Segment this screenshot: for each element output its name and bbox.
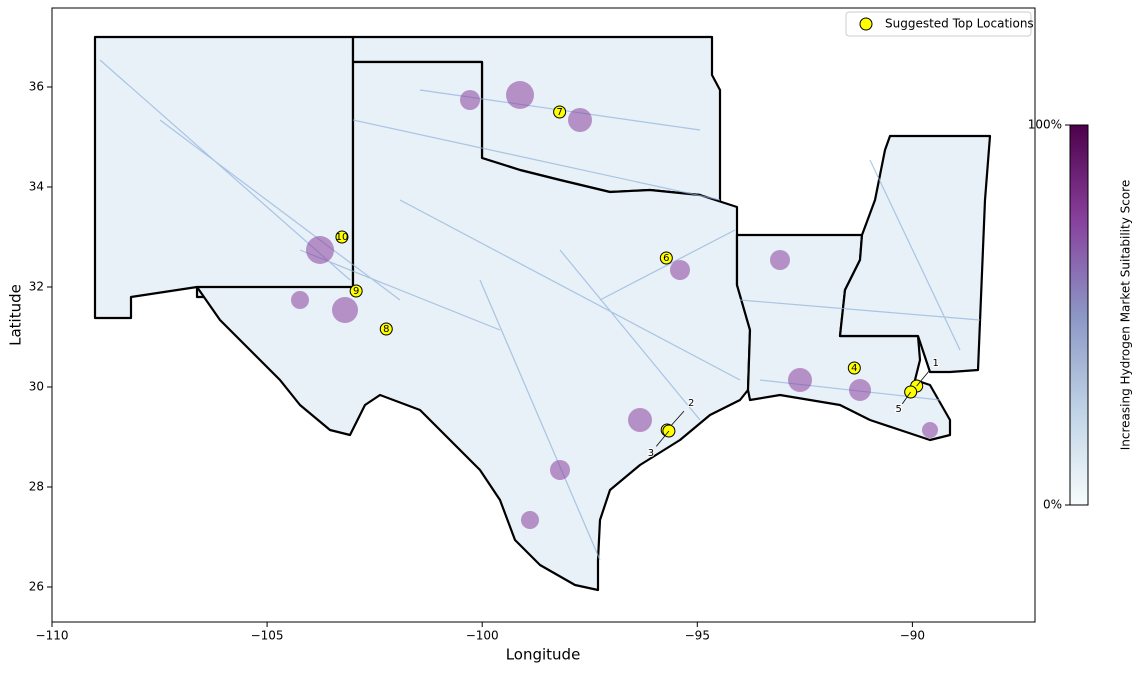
location-marker [553,105,567,119]
location-label: 8 [383,324,389,335]
suitability-hotspots [291,81,938,529]
x-axis-label: Longitude [506,646,581,664]
hotspot [550,460,570,480]
texas [195,60,752,592]
hotspot [332,297,358,323]
location-label: 3 [648,448,654,459]
hotspot [670,260,690,280]
hotspot [521,511,539,529]
colorbar [1069,124,1089,506]
hotspot [922,422,938,438]
hotspot [770,250,790,270]
hotspot [506,81,534,109]
location-label: 1 [933,358,939,369]
location-marker [847,361,861,375]
location-marker [349,284,363,298]
hotspot [460,90,480,110]
y-tick-label: 30 [29,380,44,394]
x-tick-label: −100 [466,629,499,643]
y-tick-label: 34 [29,180,44,194]
colorbar-tick-label: 100% [1028,118,1062,132]
x-tick-label: −95 [685,629,710,643]
location-label: 9 [353,286,359,297]
hotspot [291,291,309,309]
legend-label: Suggested Top Locations [885,17,1034,31]
location-label: 7 [556,107,562,118]
legend-marker [859,17,873,31]
x-tick-label: −90 [900,629,925,643]
location-label: 10 [336,232,349,243]
hotspot [568,108,592,132]
hotspot [788,368,812,392]
legend-box [845,11,1032,37]
hotspot [628,408,652,432]
y-axis-label: Latitude [7,284,25,346]
location-marker [379,322,393,336]
location-label: 6 [663,253,669,264]
x-tick-label: −105 [251,629,284,643]
locations: 1 2 3 4 5 6 7 8 9 10 [335,105,940,460]
colorbar-label: Increasing Hydrogen Market Suitability S… [1119,180,1133,450]
y-tick-label: 26 [29,580,44,594]
colorbar-tick-label: 0% [1043,498,1062,512]
location-label: 4 [851,363,857,374]
location-marker [659,251,673,265]
y-tick-label: 28 [29,480,44,494]
location-label: 5 [895,404,901,415]
y-tick-label: 36 [29,80,44,94]
new-mexico [93,35,355,320]
location-marker [335,230,349,244]
hotspot [306,236,334,264]
hotspot [849,379,871,401]
label-leader [916,369,931,387]
y-tick-label: 32 [29,280,44,294]
location-label: 2 [688,398,694,409]
label-leader [655,430,670,447]
label-leader [901,391,911,405]
x-tick-label: −110 [36,629,69,643]
legend: Suggested Top Locations [845,11,1034,37]
